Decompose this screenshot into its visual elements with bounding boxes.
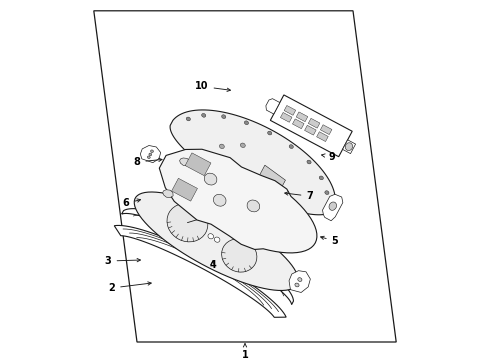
- Text: 9: 9: [321, 152, 335, 162]
- Polygon shape: [140, 145, 161, 163]
- Polygon shape: [135, 204, 139, 208]
- Polygon shape: [172, 178, 197, 201]
- Polygon shape: [177, 215, 181, 219]
- Polygon shape: [203, 227, 207, 231]
- Ellipse shape: [147, 156, 150, 158]
- Polygon shape: [270, 95, 352, 157]
- Ellipse shape: [243, 177, 247, 181]
- Polygon shape: [293, 119, 304, 129]
- Ellipse shape: [345, 143, 353, 150]
- Ellipse shape: [186, 117, 191, 121]
- Polygon shape: [153, 208, 157, 211]
- Polygon shape: [317, 132, 328, 141]
- Ellipse shape: [245, 121, 248, 125]
- Polygon shape: [320, 125, 332, 135]
- Polygon shape: [134, 192, 298, 291]
- Ellipse shape: [214, 237, 220, 242]
- Text: 2: 2: [108, 282, 151, 293]
- Polygon shape: [180, 158, 190, 166]
- Polygon shape: [170, 110, 335, 215]
- Ellipse shape: [208, 234, 214, 239]
- Polygon shape: [122, 209, 294, 305]
- Polygon shape: [305, 125, 316, 135]
- Text: 4: 4: [209, 260, 216, 270]
- Polygon shape: [114, 225, 286, 317]
- Polygon shape: [289, 271, 310, 292]
- Text: 1: 1: [242, 343, 248, 360]
- Polygon shape: [274, 271, 278, 275]
- Polygon shape: [287, 285, 291, 289]
- Text: 8: 8: [134, 157, 162, 167]
- Ellipse shape: [214, 170, 219, 174]
- Polygon shape: [163, 190, 173, 198]
- Ellipse shape: [167, 203, 208, 242]
- Ellipse shape: [325, 191, 329, 194]
- Ellipse shape: [268, 131, 272, 135]
- Polygon shape: [254, 256, 258, 260]
- Ellipse shape: [241, 143, 245, 148]
- Ellipse shape: [329, 202, 337, 210]
- Text: 3: 3: [105, 256, 141, 266]
- Ellipse shape: [204, 173, 217, 185]
- Polygon shape: [296, 112, 308, 122]
- Ellipse shape: [295, 283, 299, 287]
- Polygon shape: [322, 194, 343, 221]
- Ellipse shape: [220, 144, 224, 149]
- Ellipse shape: [319, 176, 323, 180]
- Ellipse shape: [289, 145, 294, 148]
- Polygon shape: [266, 99, 280, 114]
- Ellipse shape: [149, 153, 152, 156]
- Ellipse shape: [221, 115, 226, 118]
- Polygon shape: [257, 165, 286, 193]
- Polygon shape: [185, 153, 211, 176]
- Ellipse shape: [298, 278, 302, 282]
- Text: 6: 6: [123, 198, 141, 208]
- Ellipse shape: [213, 194, 226, 206]
- Ellipse shape: [221, 239, 257, 272]
- Ellipse shape: [150, 150, 153, 153]
- Polygon shape: [308, 118, 320, 128]
- Text: 7: 7: [285, 191, 313, 201]
- Polygon shape: [280, 112, 292, 122]
- Polygon shape: [230, 241, 234, 245]
- Ellipse shape: [307, 160, 311, 164]
- Polygon shape: [284, 105, 296, 115]
- Polygon shape: [159, 149, 317, 253]
- Text: 5: 5: [320, 236, 339, 246]
- Ellipse shape: [201, 113, 206, 117]
- Text: 10: 10: [195, 81, 230, 91]
- Ellipse shape: [247, 200, 260, 212]
- Polygon shape: [343, 140, 356, 154]
